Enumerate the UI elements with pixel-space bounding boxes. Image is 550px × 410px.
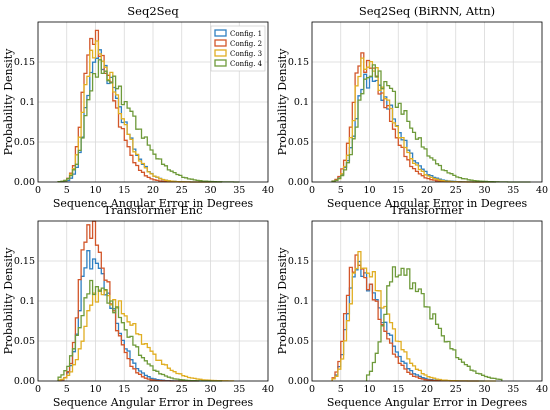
x-tick-label: 25: [176, 185, 188, 196]
x-axis-label: Sequence Angular Error in Degrees: [327, 396, 528, 409]
series-1-histogram: [331, 73, 496, 183]
subplot-4: 0 5 10 15 20 25 30 35 40 0.00 0.05 0.1 0.15 Transform…: [276, 203, 548, 409]
axes-frame: [311, 220, 543, 382]
y-tick-label: 0.00: [14, 376, 35, 387]
x-tick-label: 0: [309, 185, 315, 196]
x-tick-label: 20: [147, 185, 159, 196]
subplot-2: 0 5 10 15 20 25 30 35 40 0.00 0.05 0.1 0.15 Seq2Seq (…: [276, 4, 548, 210]
series-2-histogram: [331, 254, 479, 382]
x-tick-label: 40: [536, 185, 548, 196]
x-tick-label: 10: [363, 384, 375, 395]
subplot-title: Transformer Enc: [103, 203, 202, 217]
y-tick-label: 0.1: [20, 97, 35, 108]
x-tick-label: 30: [478, 384, 490, 395]
legend-entry: Config. 4: [230, 60, 263, 68]
x-tick-label: 5: [64, 185, 70, 196]
series-3-histogram: [331, 57, 496, 183]
x-tick-label: 25: [450, 185, 462, 196]
x-tick-label: 15: [118, 185, 130, 196]
subplot-title: Seq2Seq: [127, 4, 179, 18]
x-tick-label: 25: [450, 384, 462, 395]
legend-swatch: [214, 39, 227, 47]
y-tick-label: 0.00: [288, 376, 309, 387]
y-tick-label: 0.15: [14, 256, 35, 267]
x-tick-label: 0: [35, 384, 41, 395]
series-3-histogram: [57, 289, 235, 382]
x-tick-label: 35: [233, 185, 245, 196]
x-tick-label: 20: [421, 185, 433, 196]
series-1-histogram: [331, 260, 485, 382]
series-1-histogram: [57, 49, 222, 183]
y-axis-label: Probability Density: [2, 247, 15, 355]
legend-swatch: [214, 59, 227, 67]
x-axis-label: Sequence Angular Error in Degrees: [53, 197, 254, 210]
series-4-histogram: [57, 279, 222, 382]
x-tick-label: 35: [507, 185, 519, 196]
y-tick-label: 0.00: [14, 177, 35, 188]
y-tick-label: 0.05: [288, 336, 309, 347]
y-tick-label: 0.1: [294, 296, 309, 307]
x-tick-label: 30: [204, 384, 216, 395]
axes-frame: [37, 21, 269, 183]
x-tick-label: 35: [507, 384, 519, 395]
axes-frame: [311, 21, 543, 183]
x-tick-label: 0: [35, 185, 41, 196]
subplot-title: Transformer: [390, 203, 464, 217]
y-axis-label: Probability Density: [2, 48, 15, 156]
y-tick-label: 0.05: [288, 137, 309, 148]
series-4-histogram: [331, 64, 531, 183]
y-tick-label: 0.1: [20, 296, 35, 307]
legend-entry: Config. 2: [230, 40, 262, 48]
x-tick-label: 5: [64, 384, 70, 395]
x-tick-label: 10: [363, 185, 375, 196]
x-tick-label: 20: [147, 384, 159, 395]
x-tick-label: 40: [262, 384, 274, 395]
y-tick-label: 0.15: [288, 57, 309, 68]
x-tick-label: 40: [536, 384, 548, 395]
legend-entry: Config. 1: [230, 30, 262, 38]
x-tick-label: 10: [89, 384, 101, 395]
subplot-3: 0 5 10 15 20 25 30 35 40 0.00 0.05 0.1 0.15 Transform…: [2, 203, 274, 409]
series-4-histogram: [365, 266, 503, 381]
subplot-1: 0 5 10 15 20 25 30 35 40 0.00 0.05 0.1 0.15 Seq2Seq Se…: [2, 4, 274, 210]
x-tick-label: 15: [392, 384, 404, 395]
subplot-title: Seq2Seq (BiRNN, Attn): [359, 4, 495, 18]
y-tick-label: 0.15: [288, 256, 309, 267]
x-tick-label: 15: [392, 185, 404, 196]
legend-box: [210, 25, 266, 72]
x-tick-label: 35: [233, 384, 245, 395]
x-tick-label: 20: [421, 384, 433, 395]
x-tick-label: 30: [478, 185, 490, 196]
legend-swatch: [214, 49, 227, 57]
x-tick-label: 10: [89, 185, 101, 196]
legend: Config. 1 Config. 2 Config. 3 Config. 4: [210, 25, 266, 72]
x-tick-label: 5: [338, 384, 344, 395]
x-axis-label: Sequence Angular Error in Degrees: [53, 396, 254, 409]
x-tick-label: 15: [118, 384, 130, 395]
x-tick-label: 0: [309, 384, 315, 395]
y-tick-label: 0.1: [294, 97, 309, 108]
x-axis-label: Sequence Angular Error in Degrees: [327, 197, 528, 210]
y-tick-label: 0.05: [14, 137, 35, 148]
series-3-histogram: [331, 250, 496, 382]
y-axis-label: Probability Density: [276, 48, 289, 156]
y-axis-label: Probability Density: [276, 247, 289, 355]
series-4-histogram: [57, 59, 240, 183]
x-tick-label: 30: [204, 185, 216, 196]
legend-entry: Config. 3: [230, 50, 262, 58]
y-tick-label: 0.05: [14, 336, 35, 347]
x-tick-label: 40: [262, 185, 274, 196]
axes-frame: [37, 220, 269, 382]
y-tick-label: 0.00: [288, 177, 309, 188]
y-tick-label: 0.15: [14, 57, 35, 68]
legend-swatch: [214, 29, 227, 37]
x-tick-label: 5: [338, 185, 344, 196]
series-2-histogram: [57, 29, 211, 183]
x-tick-label: 25: [176, 384, 188, 395]
